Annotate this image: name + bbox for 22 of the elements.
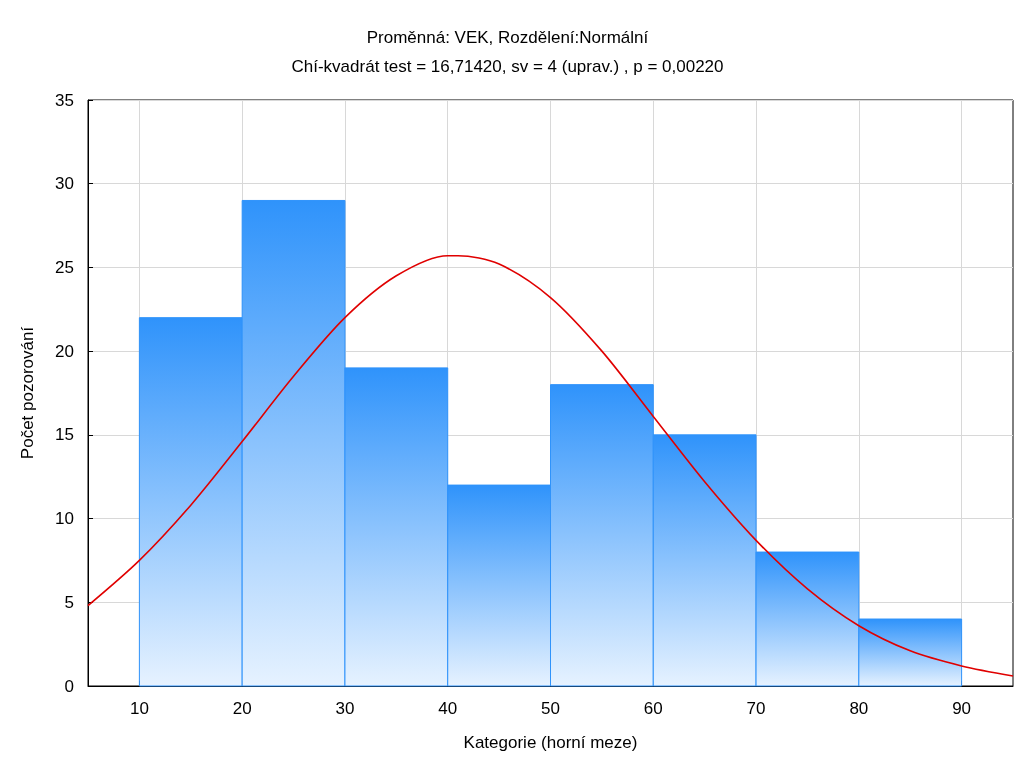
line-series <box>87 254 1014 677</box>
x-tick-label: 20 <box>232 699 252 718</box>
x-tick-label: 40 <box>438 699 458 718</box>
x-tick-label: 70 <box>746 699 766 718</box>
x-tick-label: 90 <box>952 699 972 718</box>
y-tick-label: 25 <box>55 257 74 277</box>
y-tick-label: 10 <box>55 509 74 529</box>
x-tick-label: 30 <box>335 699 355 718</box>
y-tick-label: 15 <box>55 425 74 445</box>
chart-title: Proměnná: VEK, Rozdělení:Normální <box>366 28 649 47</box>
y-tick-label: 35 <box>55 90 74 110</box>
y-tick-label: 20 <box>55 341 74 361</box>
y-tick-label: 0 <box>64 676 74 696</box>
x-axis-title: Kategorie (horní meze) <box>463 733 638 752</box>
x-tick-label: 50 <box>541 699 560 718</box>
y-axis-title: Počet pozorování <box>18 326 37 460</box>
y-tick-label: 30 <box>55 174 74 194</box>
x-tick-label: 80 <box>849 699 869 718</box>
chart-subtitle: Chí-kvadrát test = 16,71420, sv = 4 (uprav.) , p = 0,00220 <box>291 57 724 76</box>
y-tick-label: 5 <box>64 592 74 612</box>
x-tick-label: 10 <box>129 699 149 718</box>
x-tick-label: 60 <box>643 699 663 718</box>
